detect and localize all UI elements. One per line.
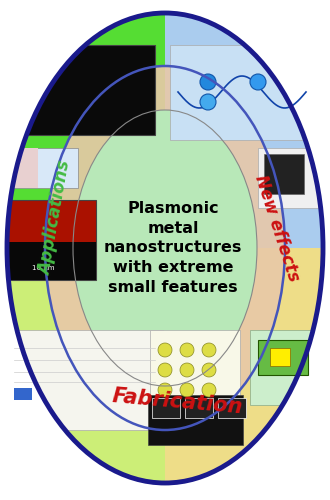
- Bar: [7, 13, 165, 248]
- Bar: [8, 242, 96, 280]
- Bar: [270, 348, 290, 366]
- Bar: [152, 398, 180, 418]
- Bar: [185, 398, 213, 418]
- Bar: [14, 388, 32, 400]
- Bar: [8, 200, 96, 280]
- Text: 10 μm: 10 μm: [32, 265, 54, 271]
- Text: Applications: Applications: [36, 160, 74, 276]
- Ellipse shape: [7, 13, 323, 483]
- Circle shape: [202, 383, 216, 397]
- Bar: [165, 13, 323, 248]
- Text: Plasmonic
metal
nanostructures
with extreme
small features: Plasmonic metal nanostructures with extr…: [104, 201, 242, 295]
- Text: New effects: New effects: [251, 172, 303, 284]
- Ellipse shape: [45, 66, 285, 430]
- Circle shape: [180, 343, 194, 357]
- Circle shape: [202, 363, 216, 377]
- Circle shape: [200, 74, 216, 90]
- Text: Fabrication: Fabrication: [111, 386, 243, 418]
- Circle shape: [158, 383, 172, 397]
- Bar: [148, 395, 243, 445]
- Bar: [218, 398, 246, 418]
- Circle shape: [158, 343, 172, 357]
- Bar: [8, 330, 163, 430]
- Bar: [170, 45, 315, 140]
- Circle shape: [250, 74, 266, 90]
- Bar: [250, 330, 330, 405]
- Ellipse shape: [73, 110, 257, 386]
- Circle shape: [180, 383, 194, 397]
- Circle shape: [158, 363, 172, 377]
- Bar: [258, 148, 318, 208]
- Bar: [20, 45, 155, 135]
- Bar: [264, 154, 304, 194]
- Circle shape: [200, 94, 216, 110]
- Bar: [7, 248, 165, 483]
- Bar: [8, 148, 38, 188]
- Bar: [150, 330, 240, 420]
- Bar: [8, 148, 78, 188]
- Circle shape: [180, 363, 194, 377]
- Circle shape: [202, 343, 216, 357]
- Bar: [258, 340, 308, 375]
- Bar: [165, 248, 323, 483]
